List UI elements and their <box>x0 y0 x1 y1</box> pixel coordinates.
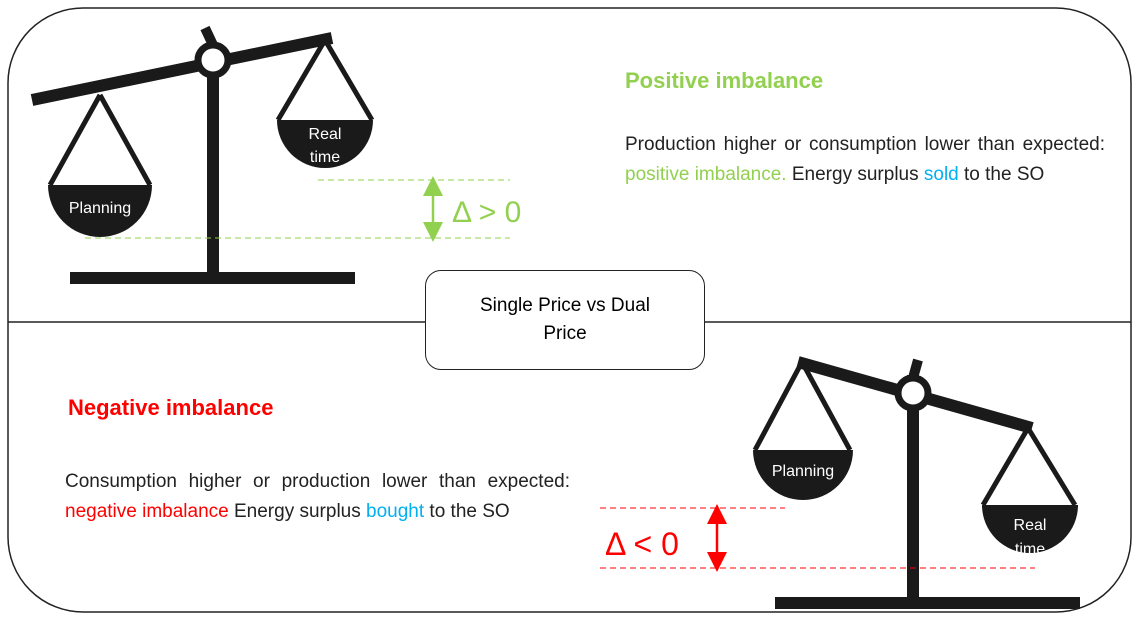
delta-label: Δ < 0 <box>605 526 679 562</box>
text: positive imbalance. <box>625 164 787 185</box>
pan-label: time <box>1015 541 1045 558</box>
section-title: Positive imbalance <box>625 68 824 93</box>
center-box: Single Price vs Dual Price <box>425 270 705 370</box>
text: negative imbalance <box>65 501 229 522</box>
scale-bottom <box>752 356 1080 609</box>
pan-label: Planning <box>69 200 131 217</box>
text: Consumption higher or production lower t… <box>65 471 570 492</box>
pan-label: Planning <box>772 463 834 480</box>
text: Energy surplus <box>791 164 919 185</box>
text: to the SO <box>964 164 1045 185</box>
text: Energy surplus <box>234 501 361 522</box>
section-text: Production higher or consumption lower t… <box>625 130 1105 190</box>
center-label: Single Price vs Dual Price <box>479 295 651 344</box>
section-title: Negative imbalance <box>68 395 274 420</box>
text: to the SO <box>429 501 510 522</box>
pan-label: Real <box>309 126 342 143</box>
outer-frame <box>7 7 1132 613</box>
scale-top <box>30 25 375 284</box>
delta-label: Δ > 0 <box>452 196 521 229</box>
text: Production higher or consumption lower t… <box>625 134 1105 155</box>
pan-label: Real <box>1014 517 1047 534</box>
section-text: Consumption higher or production lower t… <box>65 467 570 527</box>
text: sold <box>923 164 959 185</box>
pan-label: time <box>310 149 340 166</box>
text: bought <box>366 501 425 522</box>
